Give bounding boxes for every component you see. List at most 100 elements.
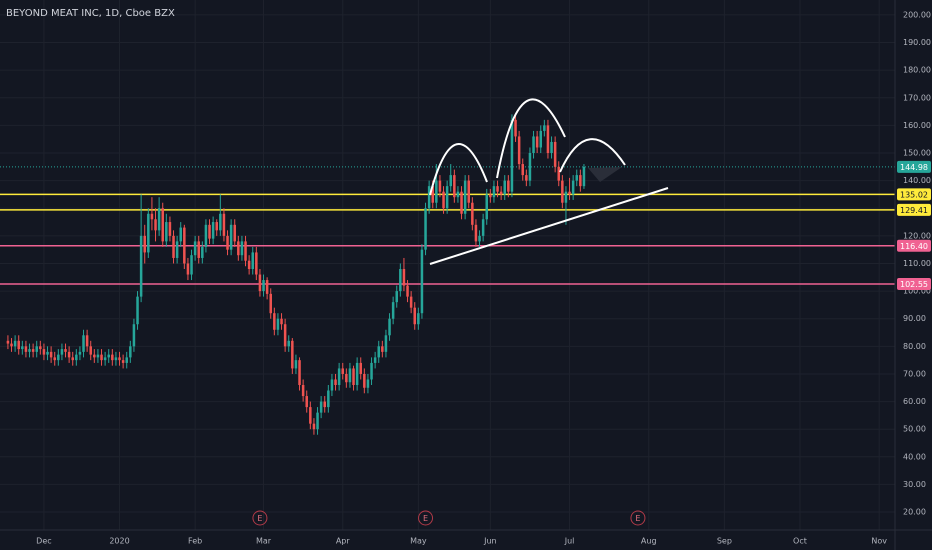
- y-tick-label: 150.00: [903, 149, 931, 158]
- x-tick-label: 2020: [109, 537, 129, 546]
- candle-body: [226, 235, 229, 250]
- candle-body: [557, 166, 561, 181]
- candle-body: [229, 224, 233, 250]
- candle-body: [525, 175, 528, 181]
- trendline: [429, 187, 669, 265]
- candle-body: [532, 136, 535, 154]
- candle-body: [363, 373, 366, 388]
- candle-body: [204, 224, 208, 247]
- candle-body: [222, 213, 226, 236]
- candle-body: [201, 246, 204, 258]
- y-tick-label: 40.00: [903, 452, 926, 461]
- candle-body: [136, 296, 139, 325]
- candle-body: [391, 302, 395, 319]
- y-tick-label: 20.00: [903, 508, 926, 517]
- candle-body: [215, 222, 218, 231]
- candle-body: [28, 349, 31, 352]
- candle-body: [269, 293, 272, 314]
- candle-body: [139, 235, 143, 297]
- candle-body: [514, 119, 517, 137]
- candle-body: [24, 346, 28, 352]
- candle-body: [211, 222, 215, 239]
- candle-body: [186, 263, 190, 275]
- candle-body: [388, 318, 391, 336]
- candle-body: [6, 340, 10, 344]
- y-tick-label: 70.00: [903, 369, 926, 378]
- candle-body: [348, 368, 352, 383]
- candle-body: [395, 291, 398, 303]
- level-label-bg: [897, 239, 931, 252]
- candle-body: [309, 407, 312, 424]
- candle-body: [208, 224, 211, 239]
- earnings-marker: [630, 510, 646, 526]
- x-tick-label: Apr: [336, 537, 351, 546]
- candle-body: [78, 351, 82, 355]
- candle-body: [489, 194, 492, 198]
- candle-body: [172, 235, 175, 258]
- candle-body: [121, 360, 125, 363]
- candle-body: [150, 213, 154, 220]
- candle-body: [143, 235, 146, 253]
- drawings: [429, 98, 669, 265]
- shade: [588, 167, 622, 182]
- candle-body: [233, 224, 236, 242]
- candle-body: [280, 318, 283, 325]
- candle-body: [435, 180, 438, 203]
- x-tick-label: Dec: [36, 537, 51, 546]
- candle-body: [478, 235, 481, 242]
- candle-body: [165, 222, 168, 242]
- candle-body: [262, 280, 265, 292]
- candle-body: [71, 357, 74, 361]
- candle-body: [471, 202, 474, 225]
- candle-body: [190, 255, 193, 275]
- axes: 20.00 30.00 40.00 50.00 60.00 70.00 80.00 90.00…: [36, 10, 931, 546]
- candle-body: [157, 208, 161, 231]
- candle-body: [366, 379, 370, 388]
- candle-body: [510, 119, 514, 192]
- candle-body: [582, 166, 586, 187]
- candle-body: [571, 180, 575, 195]
- candle-body: [445, 186, 449, 209]
- candle-body: [413, 307, 416, 325]
- candle-body: [417, 313, 420, 325]
- y-tick-label: 110.00: [903, 259, 931, 268]
- candle-body: [67, 351, 71, 358]
- candle-body: [463, 180, 467, 214]
- candle-body: [298, 360, 301, 386]
- candle-body: [161, 208, 164, 242]
- candle-body: [237, 241, 240, 256]
- y-tick-label: 200.00: [903, 10, 931, 19]
- candle-body: [575, 175, 579, 181]
- candle-body: [341, 368, 344, 374]
- y-tick-label: 170.00: [903, 93, 931, 102]
- candle-body: [42, 349, 46, 355]
- x-tick-label: Feb: [188, 537, 202, 546]
- candle-body: [568, 191, 571, 195]
- level-label: 116.40: [900, 242, 928, 251]
- candle-body: [64, 349, 67, 352]
- candle-body: [312, 423, 316, 430]
- candle-body: [103, 357, 107, 361]
- candle-body: [503, 180, 507, 195]
- candle-body: [323, 401, 326, 408]
- candle-body: [219, 213, 222, 231]
- candle-body: [114, 357, 118, 361]
- candle-body: [539, 130, 543, 148]
- y-tick-label: 100.00: [903, 287, 931, 296]
- candle-body: [75, 354, 78, 361]
- x-tick-label: Oct: [793, 537, 807, 546]
- level-label-bg: [897, 188, 931, 201]
- candle-body: [31, 349, 35, 352]
- candle-body: [118, 357, 121, 361]
- candle-body: [420, 249, 424, 314]
- y-tick-label: 180.00: [903, 66, 931, 75]
- candle-body: [107, 354, 110, 358]
- candle-body: [543, 125, 546, 131]
- x-tick-label: Mar: [256, 537, 272, 546]
- arc-head: [496, 98, 566, 179]
- candle-body: [244, 241, 247, 261]
- candle-body: [179, 227, 182, 242]
- candle-body: [49, 351, 53, 358]
- candle-body: [507, 180, 510, 192]
